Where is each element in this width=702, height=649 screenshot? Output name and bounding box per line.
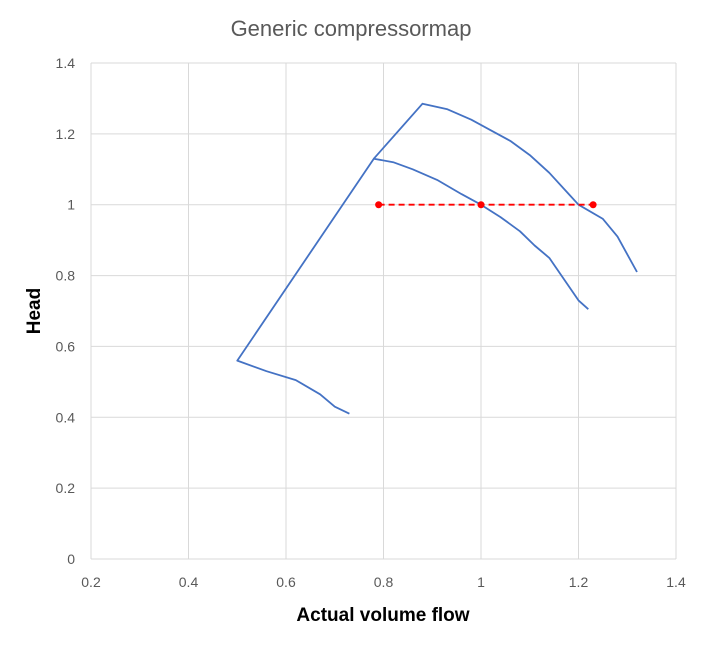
chart-title: Generic compressormap xyxy=(231,16,472,41)
data-point-marker xyxy=(477,201,485,209)
x-tick-label: 1.4 xyxy=(666,574,686,590)
y-tick-label: 0.2 xyxy=(56,480,76,496)
y-axis-title: Head xyxy=(24,288,45,334)
y-tick-label: 0.4 xyxy=(56,409,76,425)
tick-labels: 0 0.2 0.4 0.6 0.8 1 1.2 1.4 0.2 0.4 0.6 0.8 1 1.2 1.4 xyxy=(56,55,686,590)
y-tick-label: 1 xyxy=(67,197,75,213)
x-tick-label: 1.2 xyxy=(569,574,589,590)
data-point-marker xyxy=(375,201,383,209)
x-tick-label: 0.4 xyxy=(179,574,199,590)
y-tick-label: 0.8 xyxy=(56,268,76,284)
series-line-2 xyxy=(373,102,638,273)
x-tick-label: 0.6 xyxy=(276,574,296,590)
series-line-1 xyxy=(236,157,589,415)
y-tick-label: 1.2 xyxy=(56,126,76,142)
x-axis-title: Actual volume flow xyxy=(296,605,469,626)
x-tick-label: 0.8 xyxy=(374,574,394,590)
x-tick-label: 0.2 xyxy=(81,574,101,590)
data-point-marker xyxy=(589,201,597,209)
y-tick-label: 0.6 xyxy=(56,338,76,354)
y-tick-label: 0 xyxy=(67,551,75,567)
x-tick-label: 1 xyxy=(477,574,485,590)
y-tick-label: 1.4 xyxy=(56,55,76,71)
series-layer xyxy=(236,102,638,415)
